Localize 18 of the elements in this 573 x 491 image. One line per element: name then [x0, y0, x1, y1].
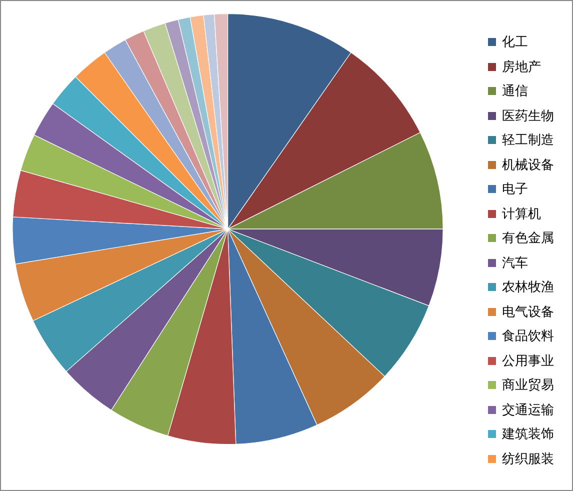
legend-label: 纺织服装 [502, 450, 554, 468]
legend-label: 农林牧渔 [502, 279, 554, 296]
legend-label: 房地产 [502, 58, 541, 76]
legend-label: 电子 [502, 181, 528, 198]
legend-label: 公用事业 [502, 352, 554, 370]
legend-label: 通信 [502, 83, 528, 100]
legend-label: 商业贸易 [502, 377, 554, 394]
legend-label: 有色金属 [502, 230, 554, 248]
legend-label: 交通运输 [502, 402, 554, 419]
legend-label: 机械设备 [502, 156, 554, 174]
legend-label: 电气设备 [502, 304, 554, 321]
legend-label: 化工 [502, 34, 528, 52]
legend-label: 建筑装饰 [502, 426, 554, 444]
legend-label: 轻工制造 [502, 132, 554, 150]
legend-label: 食品饮料 [502, 328, 554, 346]
legend-label: 计算机 [502, 206, 541, 223]
legend-label: 汽车 [502, 254, 528, 272]
legend-label: 医药生物 [502, 108, 554, 125]
